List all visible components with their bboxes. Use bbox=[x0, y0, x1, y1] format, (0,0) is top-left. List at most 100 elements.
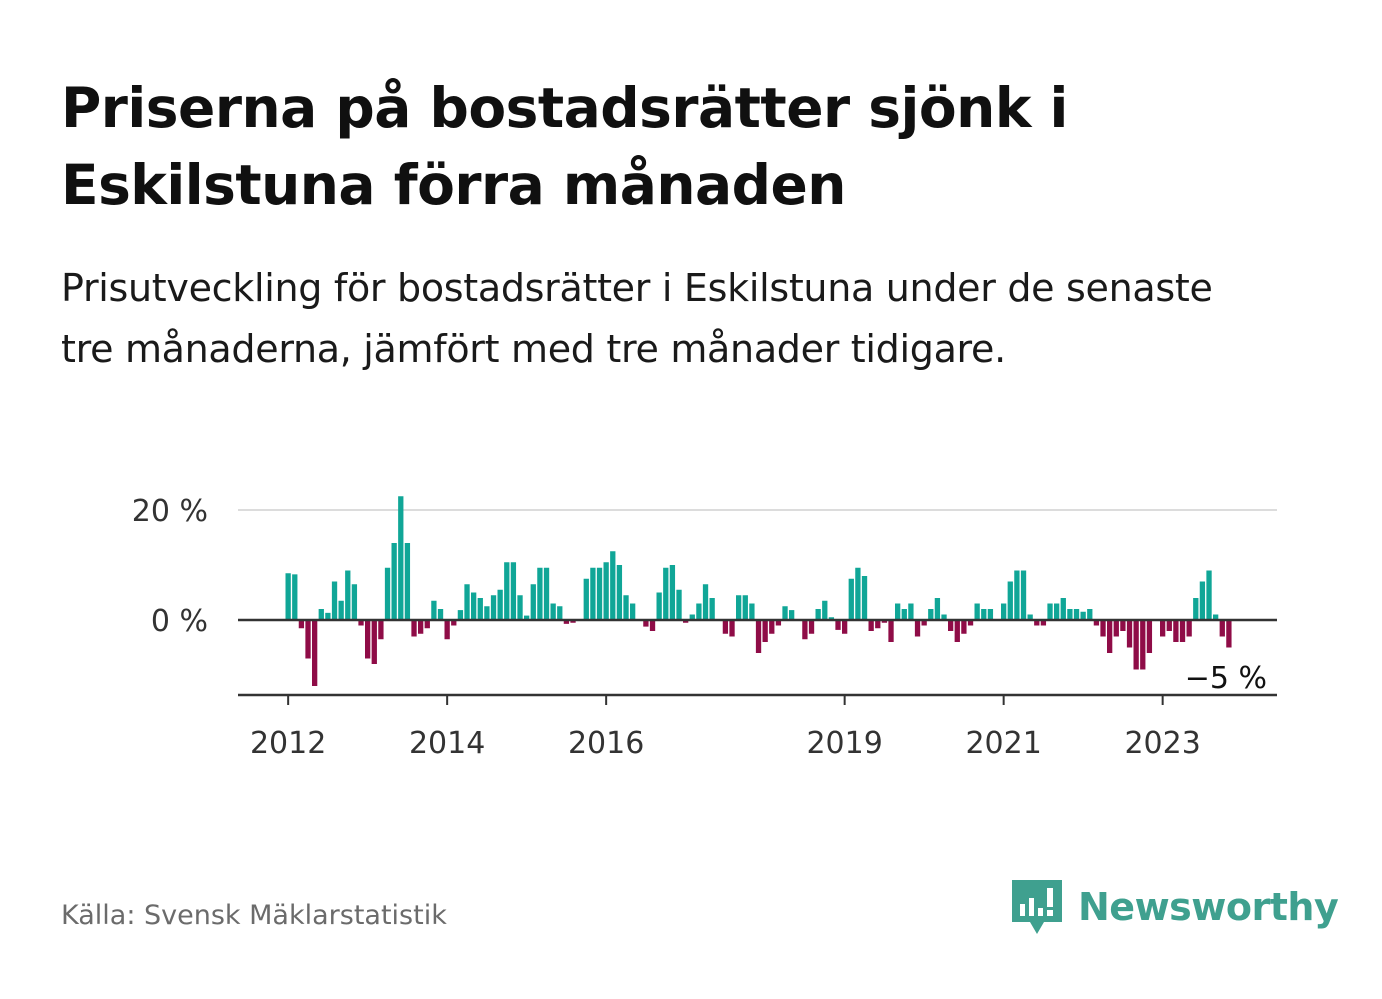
bar bbox=[530, 584, 536, 620]
chart-title: Priserna på bostadsrätter sjönk i Eskils… bbox=[61, 76, 1068, 217]
bar bbox=[371, 620, 377, 664]
bar bbox=[1206, 570, 1212, 620]
bar bbox=[451, 620, 457, 626]
bar bbox=[411, 620, 417, 637]
bar bbox=[941, 614, 947, 620]
bar bbox=[437, 609, 444, 620]
chart-subtitle: Prisutveckling för bostadsrätter i Eskil… bbox=[61, 266, 1213, 371]
bar bbox=[1047, 603, 1053, 620]
bar bbox=[1067, 609, 1073, 620]
bar bbox=[444, 620, 450, 640]
bar bbox=[378, 620, 384, 640]
bar bbox=[848, 578, 854, 620]
bar bbox=[570, 620, 576, 623]
bar bbox=[610, 551, 616, 620]
bar bbox=[616, 565, 623, 620]
bars bbox=[285, 496, 1232, 686]
bar bbox=[596, 567, 603, 620]
axes bbox=[238, 618, 1277, 705]
bar bbox=[815, 609, 821, 620]
bar bbox=[1107, 620, 1113, 653]
bar bbox=[689, 614, 695, 620]
x-tick-label: 2016 bbox=[568, 726, 644, 761]
bar bbox=[345, 570, 351, 620]
bar bbox=[669, 565, 676, 620]
bar bbox=[1186, 620, 1192, 637]
bar bbox=[736, 595, 742, 620]
bar bbox=[742, 595, 748, 620]
bar bbox=[1001, 603, 1007, 620]
bar bbox=[623, 595, 629, 620]
bar bbox=[424, 620, 430, 629]
bar bbox=[1034, 620, 1040, 626]
bar bbox=[1113, 620, 1119, 637]
bar bbox=[1213, 614, 1219, 620]
bar bbox=[802, 620, 808, 640]
bar bbox=[1179, 620, 1186, 642]
bar bbox=[789, 610, 795, 620]
x-tick-label: 2023 bbox=[1124, 726, 1200, 761]
bar bbox=[875, 620, 881, 629]
bar bbox=[948, 620, 954, 631]
bar bbox=[914, 620, 921, 637]
bar bbox=[782, 606, 788, 620]
tick-labels: 0 % 20 % 2012 2014 2016 2019 2021 2023 −5 % bbox=[132, 494, 1267, 761]
x-tick-label: 2012 bbox=[250, 726, 326, 761]
bar bbox=[709, 598, 715, 620]
bar bbox=[987, 609, 994, 620]
bar bbox=[755, 620, 762, 653]
bar bbox=[901, 609, 907, 620]
bar bbox=[384, 567, 391, 620]
bar bbox=[762, 620, 768, 642]
brand-logo[interactable]: Newsworthy bbox=[1010, 878, 1339, 936]
bar bbox=[1126, 620, 1133, 648]
bar bbox=[835, 620, 841, 630]
bar bbox=[543, 567, 550, 620]
bar bbox=[550, 603, 556, 620]
bar bbox=[663, 567, 669, 620]
bar bbox=[630, 603, 636, 620]
bar bbox=[398, 496, 404, 620]
bar bbox=[305, 620, 311, 659]
bar bbox=[822, 600, 828, 620]
bar bbox=[1073, 609, 1080, 620]
bar bbox=[312, 620, 318, 686]
bar bbox=[338, 600, 344, 620]
bar bbox=[961, 620, 967, 634]
bar bbox=[729, 620, 735, 637]
bar bbox=[537, 567, 543, 620]
bar bbox=[1140, 620, 1146, 670]
bar bbox=[881, 620, 888, 623]
source-note: Källa: Svensk Mäklarstatistik bbox=[61, 900, 447, 931]
bar bbox=[285, 573, 291, 620]
bar bbox=[967, 620, 974, 626]
bar bbox=[981, 609, 987, 620]
bar bbox=[775, 620, 782, 626]
bar bbox=[358, 620, 364, 626]
bar bbox=[1193, 598, 1199, 620]
bar bbox=[351, 584, 358, 620]
bar bbox=[656, 592, 662, 620]
bar bbox=[464, 584, 470, 620]
bar bbox=[471, 592, 477, 620]
bar bbox=[895, 603, 901, 620]
bar bbox=[1100, 620, 1106, 637]
bar bbox=[1040, 620, 1047, 626]
bar bbox=[643, 620, 649, 627]
bar bbox=[484, 606, 490, 620]
bar bbox=[1133, 620, 1139, 670]
bar bbox=[557, 606, 563, 620]
bar bbox=[1020, 570, 1027, 620]
bar bbox=[683, 620, 689, 623]
bar bbox=[1173, 620, 1179, 642]
bar bbox=[702, 584, 709, 620]
bar bbox=[1080, 611, 1086, 620]
bar bbox=[331, 581, 338, 620]
bar bbox=[1146, 620, 1153, 653]
bar bbox=[1120, 620, 1126, 631]
bar bbox=[908, 603, 914, 620]
bar bbox=[676, 589, 682, 620]
bar bbox=[1219, 620, 1225, 637]
bar bbox=[603, 562, 609, 620]
bar bbox=[1087, 609, 1093, 620]
